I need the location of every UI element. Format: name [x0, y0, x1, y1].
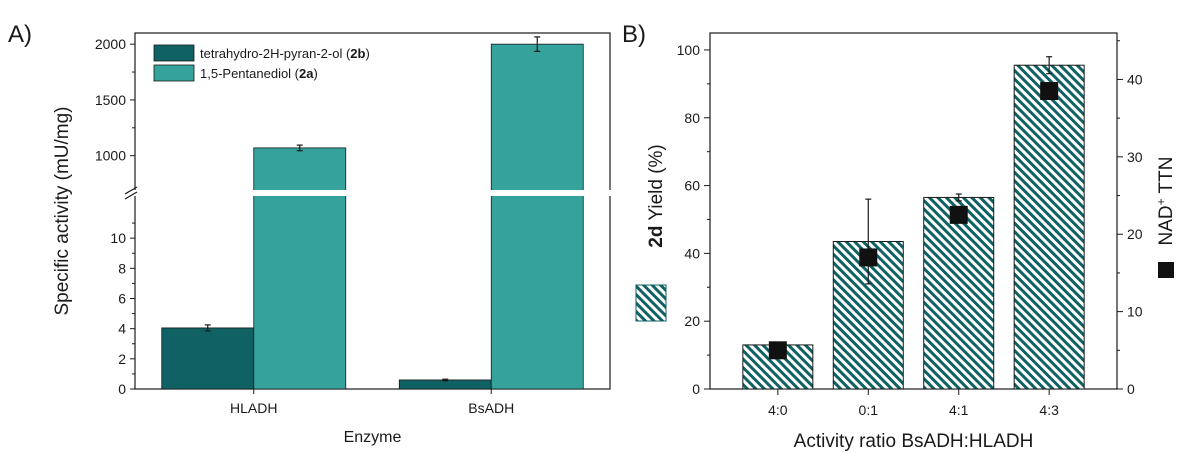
- chart-a-bar: [161, 327, 255, 390]
- chart-b-y-tick-label: 100: [677, 42, 701, 58]
- chart-a-axis-break-mark: [124, 191, 138, 200]
- chart-a-axis-break: [123, 190, 622, 196]
- chart-b-bar: [742, 344, 814, 390]
- chart-b-bar: [923, 196, 995, 390]
- chart-b-y-axis-label-rest: Yield (%): [646, 144, 667, 220]
- chart-a-axis-break-mark: [124, 186, 138, 195]
- chart-a-x-tick-label: HLADH: [230, 400, 277, 416]
- chart-a-y-tick-label: 6: [118, 291, 126, 307]
- chart-b-ttn-marker: [768, 341, 787, 360]
- panel-a-label: A): [8, 21, 32, 48]
- chart-b-y2-tick-label: 0: [1127, 381, 1135, 397]
- chart-a-legend-label: tetrahydro-2H-pyran-2-ol (2b): [200, 46, 370, 61]
- chart-b-x-tick-label: 4:1: [949, 402, 969, 418]
- chart-b-y-tick-label: 60: [684, 178, 700, 194]
- chart-b-ttn-swatch: [1158, 262, 1174, 278]
- chart-a-y-axis-label: Specific activity (mU/mg): [52, 106, 73, 315]
- chart-a-y-tick-label: 8: [118, 260, 126, 276]
- chart-a-legend-swatch: [153, 64, 195, 82]
- chart-b-plot-frame: [709, 32, 1118, 390]
- chart-b-y-axis-label-bold: 2d: [646, 226, 667, 248]
- chart-b-x-tick-label: 4:3: [1039, 402, 1059, 418]
- chart-a-legend-label: 1,5-Pentanediol (2a): [200, 66, 318, 81]
- chart-a-y-tick-label: 4: [118, 321, 126, 337]
- chart-b: Activity ratio BsADH:HLADH 2d Yield (%) …: [635, 32, 1177, 452]
- chart-a-bar: [253, 147, 347, 390]
- chart-b-y-tick-label: 0: [692, 381, 700, 397]
- chart-b-ttn-marker: [949, 205, 968, 224]
- chart-a-y-tick-label: 2: [118, 351, 126, 367]
- chart-a-plot-frame: [134, 32, 611, 390]
- chart-a: Specific activity (mU/mg) Enzyme tetrahy…: [52, 32, 622, 446]
- chart-b-y-tick-label: 80: [684, 110, 700, 126]
- chart-b-ttn-marker: [1040, 82, 1059, 101]
- chart-b-x-tick-label: 4:0: [768, 402, 788, 418]
- chart-a-legend-swatch: [153, 44, 195, 62]
- chart-b-y-tick-label: 40: [684, 245, 700, 261]
- chart-b-x-axis-label: Activity ratio BsADH:HLADH: [794, 431, 1034, 452]
- chart-b-y2-axis-label: NAD+ TTN: [1154, 156, 1177, 245]
- chart-b-y2-tick-label: 20: [1127, 226, 1143, 242]
- chart-b-y-tick-label: 20: [684, 313, 700, 329]
- chart-a-x-tick-label: BsADH: [468, 400, 514, 416]
- chart-a-x-axis-label: Enzyme: [344, 429, 402, 446]
- chart-b-ttn-marker: [859, 248, 878, 267]
- chart-a-bar: [490, 43, 584, 390]
- chart-a-y-tick-label: 1500: [95, 92, 126, 108]
- chart-a-y-tick-label: 0: [118, 381, 126, 397]
- chart-b-y2-tick-label: 10: [1127, 304, 1143, 320]
- chart-b-y-axis-label-group: 2d Yield (%): [635, 144, 667, 322]
- chart-b-x-tick-label: 0:1: [859, 402, 879, 418]
- chart-b-y2-tick-label: 40: [1127, 71, 1143, 87]
- chart-b-yield-swatch: [635, 284, 667, 322]
- chart-b-y-axis-label: 2d Yield (%): [646, 144, 667, 248]
- chart-b-y2-axis-label-group: NAD+ TTN: [1154, 156, 1177, 278]
- chart-a-y-tick-label: 10: [110, 230, 126, 246]
- chart-b-y2-tick-label: 30: [1127, 149, 1143, 165]
- chart-a-y-tick-label: 2000: [95, 36, 126, 52]
- chart-a-legend: tetrahydro-2H-pyran-2-ol (2b) 1,5-Pentane…: [153, 44, 370, 82]
- chart-a-y-tick-label: 1000: [95, 148, 126, 164]
- chart-b-bar: [1013, 64, 1085, 390]
- chart-a-bar: [398, 379, 492, 390]
- panel-b-label: B): [622, 21, 646, 48]
